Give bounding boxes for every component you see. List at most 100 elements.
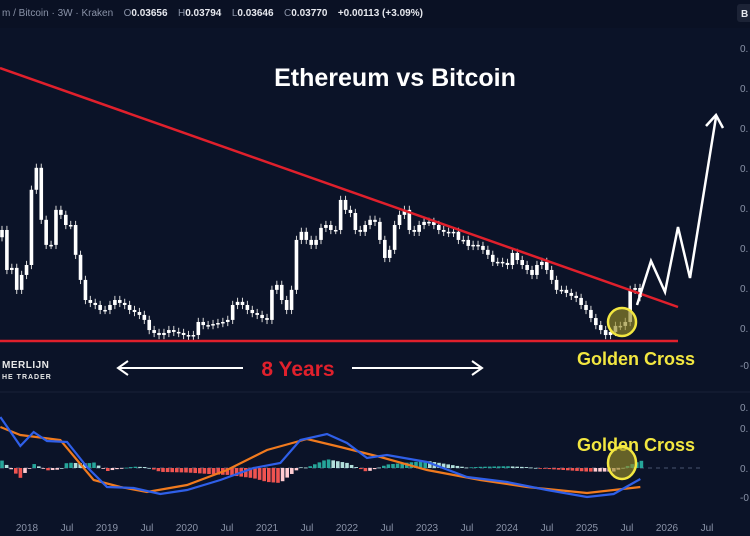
candle-body [402,209,407,215]
histogram-bar [267,468,271,483]
candle-body [520,260,525,265]
candle [304,227,309,245]
candle-body [78,254,83,280]
candle [397,210,402,230]
candle [603,325,608,340]
candle [505,258,510,270]
histogram-bar [547,468,552,470]
candle-body [471,244,475,247]
candle [535,260,539,280]
histogram-bar [561,468,565,470]
candle-body [422,221,426,226]
candle-body [147,319,152,331]
high-label: H [178,8,185,19]
candle-body [569,292,574,296]
histogram-bar [359,468,363,470]
candle [5,225,9,275]
candle [270,285,274,325]
candle [108,300,112,315]
candle [495,257,500,267]
candle-body [333,229,338,232]
corner-button[interactable] [737,4,750,22]
histogram-bar [414,461,418,468]
candle [299,227,304,245]
candle-body [206,325,210,327]
histogram-bar [464,467,469,469]
candle [113,295,117,310]
logo-text-2: HE TRADER [2,374,52,381]
histogram-bar [510,466,515,468]
candle-body [368,219,372,226]
histogram-bar [179,468,184,473]
histogram-bar [303,467,308,469]
histogram-bar [391,463,395,468]
candle [240,297,245,310]
candle [186,330,191,341]
candle-body [432,221,436,226]
candle [314,235,318,250]
candle-body [176,331,181,334]
histogram-bar [533,467,538,469]
candle-body [343,199,348,210]
histogram-bar [18,468,23,478]
histogram-bar [165,468,170,473]
candle-body [10,267,14,270]
histogram-bar [152,468,156,470]
candle [348,205,353,218]
candle [392,220,397,255]
candle [279,280,284,305]
candle [255,308,259,320]
histogram-bar [101,468,105,469]
histogram-bar [156,468,161,472]
candle [284,295,289,315]
histogram-bar [198,468,202,474]
candle [530,265,534,280]
candle-body [373,219,377,222]
histogram-bar [529,467,533,469]
candle-body [152,330,156,333]
histogram-bar [451,465,455,468]
candle [181,328,186,340]
histogram-bar [106,468,110,471]
candle [417,220,421,236]
candle-body [309,239,313,245]
candle [122,298,127,310]
candle-body [603,330,608,336]
histogram-bar [280,468,285,482]
candle-body [167,330,171,333]
time-axis-label: 2022 [336,523,359,534]
histogram-bar [115,468,119,470]
logo-text-1: MERLIJN [2,360,49,371]
time-axis-label: 2021 [256,523,279,534]
candle-body [88,300,93,303]
candle-body [554,279,559,290]
price-axis[interactable]: 0. 0. 0. 0. 0. 0. 0. 0. -0 [740,44,749,372]
corner-button-label: B [741,9,748,20]
histogram-bar [262,468,266,482]
candle-body [363,225,367,232]
descending-trendline [0,66,679,309]
candle [34,163,39,194]
candle-body [392,225,397,250]
macd-axis[interactable]: 0. 0. 0. -0 [740,403,749,504]
candle-body [446,231,451,234]
histogram-bar [308,466,312,468]
candle-body [338,199,343,230]
candle [387,245,392,263]
candle-body [196,321,201,336]
candle-body [284,300,289,310]
candle [294,235,299,295]
histogram-bar [37,466,41,468]
candle-body [230,304,235,320]
candle-body [103,309,107,312]
time-axis[interactable]: 2018 Jul 2019 Jul 2020 Jul 2021 Jul 2022 Jul 2023 J… [16,523,714,534]
candle [471,240,475,251]
candle-body [98,304,102,310]
candle-body [49,244,53,247]
golden-cross-label-price: Golden Cross [577,349,695,369]
candle-body [64,214,68,226]
price-axis-label: 0. [740,204,748,215]
histogram-bar [41,468,46,469]
histogram-bar [446,464,450,468]
